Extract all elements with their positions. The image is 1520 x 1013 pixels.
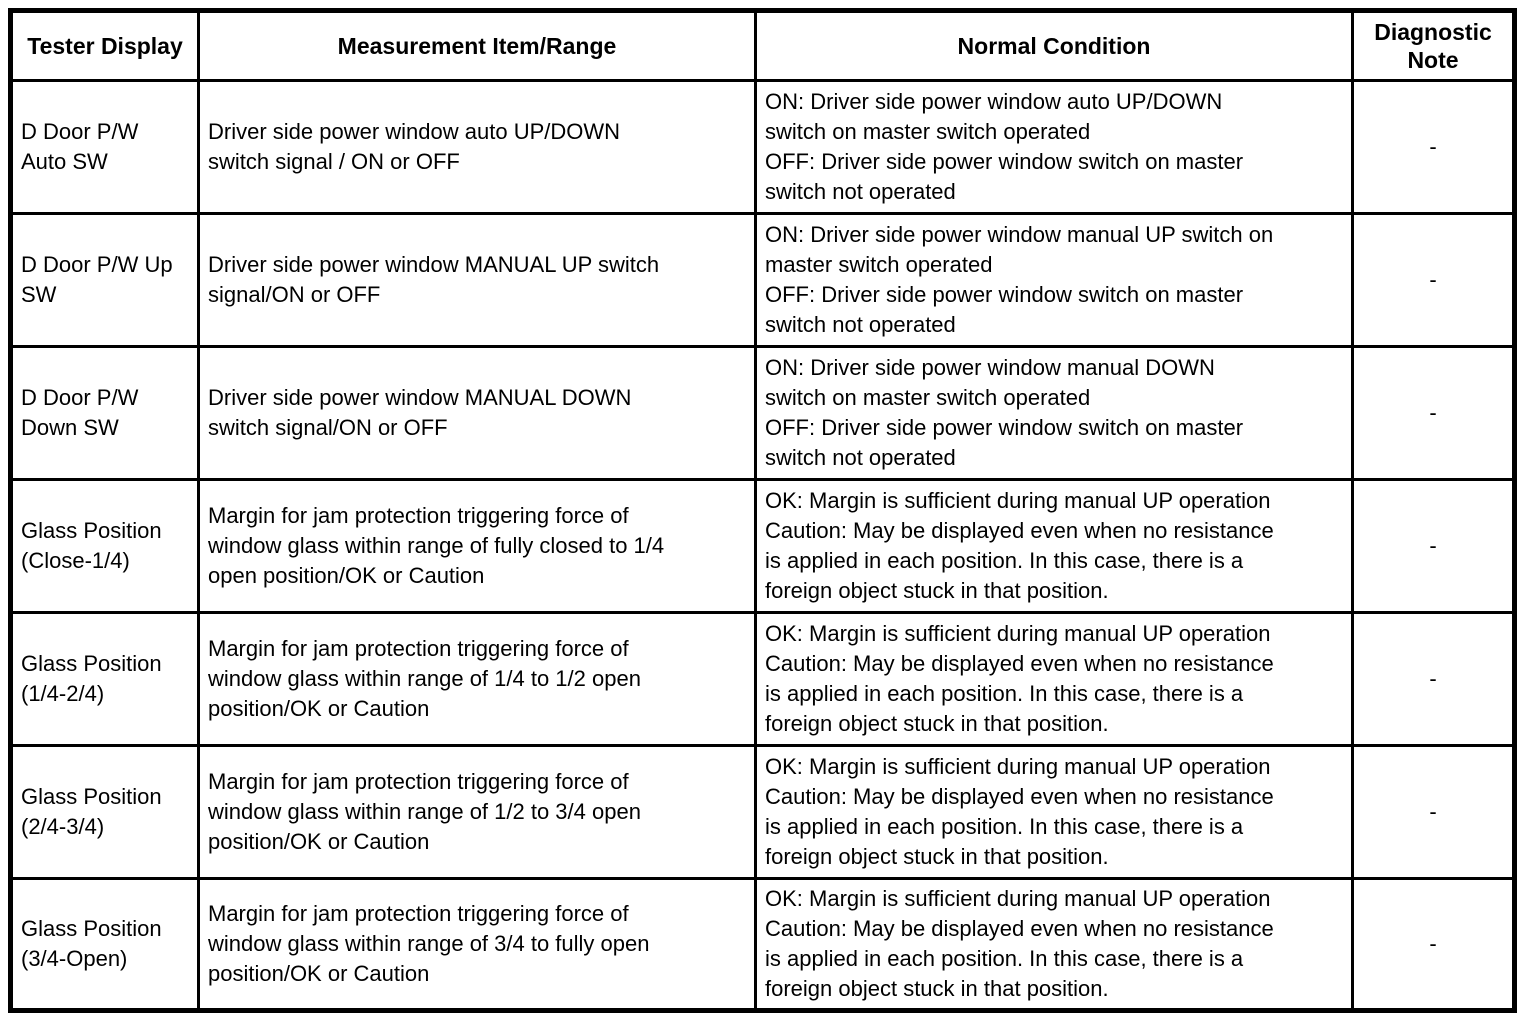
note-cell: - [1351, 744, 1516, 880]
tester-display-cell: Glass Position (Close-1/4) [9, 478, 200, 614]
note-cell: - [1351, 611, 1516, 747]
tester-display-cell: Glass Position (2/4-3/4) [9, 744, 200, 880]
header-normal-condition: Normal Condition [754, 9, 1354, 82]
note-cell: - [1351, 212, 1516, 348]
table-row: Glass Position (2/4-3/4) Margin for jam … [9, 744, 1516, 880]
condition-cell: OK: Margin is sufficient during manual U… [754, 478, 1354, 614]
tester-display-cell: D Door P/W Auto SW [9, 79, 200, 215]
measurement-cell: Margin for jam protection triggering for… [197, 478, 757, 614]
measurement-cell: Margin for jam protection triggering for… [197, 611, 757, 747]
measurement-cell: Driver side power window MANUAL UP switc… [197, 212, 757, 348]
condition-cell: ON: Driver side power window auto UP/DOW… [754, 79, 1354, 215]
note-cell: - [1351, 877, 1516, 1012]
table-row: D Door P/W Auto SW Driver side power win… [9, 79, 1516, 215]
header-measurement-item-range: Measurement Item/Range [197, 9, 757, 82]
condition-cell: ON: Driver side power window manual DOWN… [754, 345, 1354, 481]
condition-cell: OK: Margin is sufficient during manual U… [754, 877, 1354, 1012]
condition-cell: ON: Driver side power window manual UP s… [754, 212, 1354, 348]
diagnostic-reference-table: Tester Display Measurement Item/Range No… [8, 8, 1517, 1013]
measurement-cell: Margin for jam protection triggering for… [197, 744, 757, 880]
header-diagnostic-note: Diagnostic Note [1351, 9, 1516, 82]
tester-display-cell: Glass Position (1/4-2/4) [9, 611, 200, 747]
tester-display-cell: Glass Position (3/4-Open) [9, 877, 200, 1012]
condition-cell: OK: Margin is sufficient during manual U… [754, 744, 1354, 880]
note-cell: - [1351, 478, 1516, 614]
header-row: Tester Display Measurement Item/Range No… [9, 9, 1516, 82]
note-cell: - [1351, 79, 1516, 215]
table-row: D Door P/W Up SW Driver side power windo… [9, 212, 1516, 348]
table-row: D Door P/W Down SW Driver side power win… [9, 345, 1516, 481]
tester-display-cell: D Door P/W Down SW [9, 345, 200, 481]
header-tester-display: Tester Display [9, 9, 200, 82]
table-row: Glass Position (3/4-Open) Margin for jam… [9, 877, 1516, 1012]
note-cell: - [1351, 345, 1516, 481]
measurement-cell: Margin for jam protection triggering for… [197, 877, 757, 1012]
measurement-cell: Driver side power window auto UP/DOWN sw… [197, 79, 757, 215]
measurement-cell: Driver side power window MANUAL DOWN swi… [197, 345, 757, 481]
condition-cell: OK: Margin is sufficient during manual U… [754, 611, 1354, 747]
table-row: Glass Position (1/4-2/4) Margin for jam … [9, 611, 1516, 747]
table-row: Glass Position (Close-1/4) Margin for ja… [9, 478, 1516, 614]
tester-display-cell: D Door P/W Up SW [9, 212, 200, 348]
